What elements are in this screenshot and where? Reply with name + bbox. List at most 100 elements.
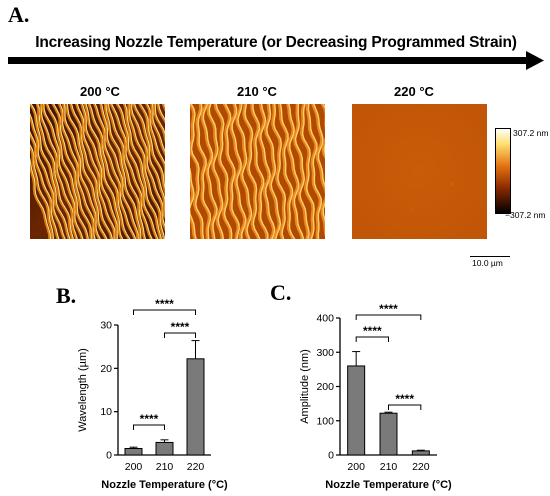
wrinkle-stripe [134, 104, 165, 215]
wrinkle-stripe [277, 104, 296, 239]
significance-bracket [355, 336, 389, 342]
significance-label: **** [379, 302, 398, 316]
wrinkle-stripe [106, 104, 146, 239]
wrinkle-stripe [30, 160, 51, 239]
wrinkle-stripe [103, 104, 141, 239]
wrinkle-stripe [71, 104, 113, 239]
wrinkle-stripe [151, 104, 165, 153]
image-label-200: 200 °C [80, 84, 120, 99]
y-tick-label: 0 [328, 450, 334, 462]
wrinkle-stripe [197, 104, 212, 239]
wrinkle-stripe [30, 144, 55, 239]
afm-image-210 [190, 104, 325, 239]
significance-bracket [388, 404, 422, 410]
wrinkle-stripe [37, 104, 74, 239]
wrinkle-stripe [94, 104, 137, 239]
wrinkle-stripe [250, 104, 269, 239]
arrow-caption: Increasing Nozzle Temperature (or Decrea… [35, 34, 517, 51]
wrinkle-stripe [117, 104, 159, 239]
wrinkle-stripe [154, 104, 165, 136]
wrinkle-stripe [30, 113, 66, 239]
wrinkle-stripe [145, 104, 165, 184]
x-tick-label: 210 [380, 461, 398, 473]
y-tick-label: 0 [106, 450, 112, 462]
wrinkle-stripe [63, 104, 101, 239]
wrinkle-stripe [132, 104, 165, 220]
wrinkle-stripe [146, 104, 165, 165]
wrinkle-stripe [294, 104, 310, 239]
wrinkle-stripe [244, 104, 261, 239]
wrinkle-stripe [80, 104, 118, 239]
significance-bracket [133, 424, 165, 430]
wrinkle-stripe [99, 104, 139, 239]
afm-image-220 [352, 104, 487, 239]
significance-label: **** [171, 320, 190, 334]
bar [347, 365, 366, 456]
scale-bar-line [470, 256, 510, 257]
image-label-210: 210 °C [237, 84, 277, 99]
y-tick-label: 10 [100, 406, 112, 418]
wrinkle-stripe [273, 104, 287, 239]
bar [379, 412, 398, 456]
bar [155, 441, 174, 456]
x-axis-label: Nozzle Temperature (°C) [101, 479, 228, 491]
wrinkle-stripe [231, 104, 247, 239]
wrinkle-stripe [252, 104, 269, 239]
wrinkle-stripe [313, 104, 325, 223]
wrinkle-stripe [41, 104, 83, 239]
wrinkle-stripe [266, 104, 282, 239]
y-tick-label: 300 [316, 347, 334, 359]
wrinkle-stripe [83, 104, 123, 239]
y-tick-label: 400 [316, 313, 334, 325]
y-tick-label: 100 [316, 415, 334, 427]
significance-bracket [355, 314, 422, 320]
panel-a-letter: A. [8, 2, 30, 27]
wrinkle-stripe [101, 104, 140, 239]
significance-label: **** [395, 392, 414, 406]
wrinkle-stripe [311, 104, 325, 237]
wrinkle-stripe [264, 104, 281, 239]
wrinkle-stripe [229, 104, 247, 239]
wrinkle-stripe [85, 104, 124, 239]
image-label-220: 220 °C [394, 84, 434, 99]
wrinkle-stripe [129, 104, 165, 232]
wrinkle-stripe [150, 104, 165, 157]
x-tick-label: 220 [412, 461, 430, 473]
significance-label: **** [363, 324, 382, 338]
scale-bar-label: 10.0 µm [472, 258, 503, 268]
wrinkle-stripe [206, 104, 224, 239]
wrinkle-stripe [258, 104, 276, 239]
panel-b-letter: B. [56, 283, 77, 308]
colorbar-max-label: 307.2 nm [513, 128, 549, 138]
wrinkle-stripe [138, 104, 165, 197]
wrinkle-stripe [271, 104, 286, 239]
wrinkle-stripe [139, 104, 165, 190]
wrinkle-stripe [39, 104, 78, 239]
wrinkle-stripe [190, 167, 197, 239]
wrinkle-stripe [111, 104, 153, 239]
chart-b: 0 10 20 30 200 210 220 **** **** **** Nozzle Tempe… [77, 297, 228, 491]
chart-c: 0 100 200 300 400 200 210 220 **** **** **** Nozzle… [299, 302, 452, 491]
wrinkle-stripe [195, 104, 211, 239]
significance-bracket [133, 309, 196, 315]
afm-image-200 [30, 104, 165, 239]
wrinkle-stripe [301, 104, 315, 239]
wrinkle-stripe [190, 168, 197, 239]
wrinkle-stripe [105, 104, 142, 239]
wrinkle-stripe [286, 104, 304, 239]
significance-label: **** [155, 297, 174, 311]
wrinkle-stripe [222, 104, 240, 239]
wrinkle-stripe [131, 104, 165, 227]
wrinkle-stripe [190, 104, 204, 239]
wrinkle-stripe [152, 104, 165, 144]
wrinkle-stripe [190, 104, 205, 239]
wrinkle-stripe [45, 104, 89, 239]
wrinkle-stripe [35, 104, 74, 239]
wrinkle-stripe [235, 104, 252, 239]
x-tick-label: 220 [187, 461, 205, 473]
wrinkle-stripe [41, 104, 78, 239]
bar [411, 450, 430, 456]
wrinkle-stripe [213, 104, 233, 239]
wrinkle-stripe [47, 104, 89, 239]
wrinkle-stripe [202, 104, 218, 239]
